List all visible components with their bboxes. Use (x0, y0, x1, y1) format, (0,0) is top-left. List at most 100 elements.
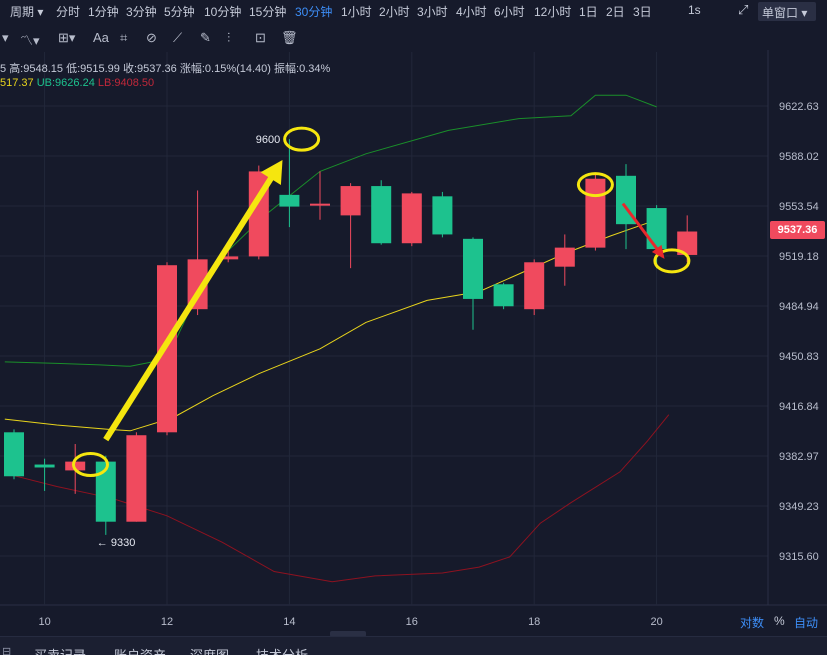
high-price-label: 9600 (256, 134, 280, 146)
period-0[interactable]: 分时 (56, 5, 81, 19)
candle-body (65, 461, 86, 471)
period-8[interactable]: 2小时 (379, 5, 410, 19)
y-tick-label: 9553.54 (779, 201, 819, 213)
expand-icon[interactable]: ⤢ (738, 2, 749, 17)
pattern-tool-icon[interactable]: ⌗ (120, 30, 128, 45)
candle-body (126, 435, 147, 522)
wave-tool-icon[interactable]: 〽▾ (20, 33, 40, 48)
tab-depth-chart[interactable]: 深度图 (190, 645, 229, 655)
y-tick-label: 9519.18 (779, 251, 819, 263)
highlight-circle (72, 452, 109, 478)
measure-tool-icon[interactable]: ⊘ (146, 30, 157, 45)
ruler-tool-icon[interactable]: ⟋ (173, 30, 183, 45)
candles (4, 139, 698, 535)
log-scale-toggle[interactable]: 对数 (740, 616, 765, 630)
ohlc-info: 5 高:9548.15 低:9515.99 收:9537.36 涨幅:0.15%… (0, 60, 330, 76)
y-tick-label: 9484.94 (779, 301, 819, 313)
x-tick-label: 18 (528, 616, 540, 628)
grid (0, 50, 827, 606)
candle-body (646, 208, 667, 250)
tab-account-assets[interactable]: 账户资产 (114, 645, 166, 655)
candle-body (585, 178, 606, 248)
drawing-toolbar: ▾ 〽▾ ⊞▾ Aa ⌗ ⊘ ⟋ ✎ ⫶ ⊡ 🗑 (0, 30, 827, 52)
annotations: 9600 ← 9330 (72, 126, 691, 549)
candle-body (432, 196, 453, 235)
lock-icon[interactable]: ⊡ (255, 30, 266, 45)
y-tick-label: 9382.97 (779, 451, 819, 463)
period-2[interactable]: 3分钟 (126, 5, 157, 19)
period-11[interactable]: 6小时 (494, 5, 525, 19)
collapse-handle[interactable] (330, 631, 366, 637)
bottom-tabs: ⊟ 买卖记录 账户资产 深度图 技术分析 (0, 636, 827, 655)
y-tick-label: 9450.83 (779, 351, 819, 363)
period-4[interactable]: 10分钟 (204, 5, 242, 19)
candle-body (677, 231, 698, 255)
candle-body (4, 432, 24, 477)
chevron-down-icon: ▾ (801, 6, 808, 20)
period-dropdown[interactable]: 周期 ▾ (10, 3, 43, 20)
candle-style-icon[interactable]: ⫶ (227, 30, 231, 45)
yellow-arrow-shaft (103, 166, 280, 442)
y-tick-label: 9622.63 (779, 101, 819, 113)
period-6[interactable]: 30分钟 (295, 5, 333, 19)
ohlc-high: 高:9548.15 (9, 63, 64, 75)
highlight-circle (653, 248, 691, 274)
yellow-arrow-head (260, 160, 283, 186)
candle-body (401, 193, 422, 244)
candle-body (493, 284, 514, 307)
period-15[interactable]: 3日 (633, 5, 652, 19)
pencil-tool-icon[interactable]: ✎ (200, 30, 211, 45)
red-arrow-shaft (621, 202, 664, 258)
tab-trade-records[interactable]: 买卖记录 (34, 645, 86, 655)
ohlc-amplitude: 振幅:0.34% (274, 63, 331, 75)
ohlc-low: 低:9515.99 (66, 63, 120, 75)
period-3[interactable]: 5分钟 (164, 5, 195, 19)
y-tick-label: 9315.60 (779, 551, 819, 563)
period-1[interactable]: 1分钟 (88, 5, 119, 19)
text-tool-icon[interactable]: Aa (93, 30, 109, 45)
candle-body (340, 186, 361, 216)
period-5[interactable]: 15分钟 (249, 5, 287, 19)
current-price-label: 9537.36 (770, 221, 825, 239)
candle-body (524, 262, 545, 310)
crosshair-tool-icon[interactable]: ⊞▾ (58, 30, 76, 45)
percent-scale-toggle[interactable]: % (774, 614, 785, 628)
auto-scale-toggle[interactable]: 自动 (794, 616, 819, 630)
panel-icon[interactable]: ⊟ (2, 646, 12, 655)
x-tick-label: 12 (161, 616, 173, 628)
price-axis: 9622.63 9588.02 9553.54 9519.18 9484.94 9450.… (779, 101, 819, 563)
bollinger-ub-line (4, 94, 657, 367)
highlight-circle (283, 126, 321, 152)
period-10[interactable]: 4小时 (456, 5, 487, 19)
period-12[interactable]: 12小时 (534, 5, 572, 19)
tab-technical-analysis[interactable]: 技术分析 (256, 645, 308, 655)
chevron-down-icon[interactable]: ▾ (2, 30, 9, 45)
x-tick-label: 20 (650, 616, 662, 628)
period-9[interactable]: 3小时 (417, 5, 448, 19)
chevron-down-icon: ▾ (37, 5, 44, 19)
candle-body (279, 194, 300, 207)
red-arrow-head (651, 244, 665, 259)
candle-body (554, 247, 575, 267)
trash-icon[interactable]: 🗑 (281, 30, 298, 45)
candle-body (218, 256, 239, 260)
time-axis: 10 12 14 16 18 20 (38, 616, 662, 628)
candle-body (371, 186, 392, 244)
x-tick-label: 10 (38, 616, 50, 628)
period-7[interactable]: 1小时 (341, 5, 372, 19)
ohlc-change: 涨幅:0.15%(14.40) (179, 63, 271, 75)
candle-body (157, 265, 177, 433)
boll-lb: LB:9408.50 (97, 77, 155, 89)
period-dropdown-label: 周期 (10, 5, 35, 19)
interval-label[interactable]: 1s (688, 3, 701, 17)
period-14[interactable]: 2日 (606, 5, 625, 19)
window-mode-label: 单窗口 (762, 6, 799, 20)
bollinger-mid-line (4, 219, 657, 432)
period-13[interactable]: 1日 (579, 5, 598, 19)
window-mode-button[interactable]: 单窗口 ▾ (758, 2, 816, 21)
low-price-label: ← 9330 (97, 537, 136, 549)
boll-mid: 517.37 (0, 77, 34, 89)
boll-ub: UB:9626.24 (36, 77, 95, 89)
x-tick-label: 14 (283, 616, 295, 628)
